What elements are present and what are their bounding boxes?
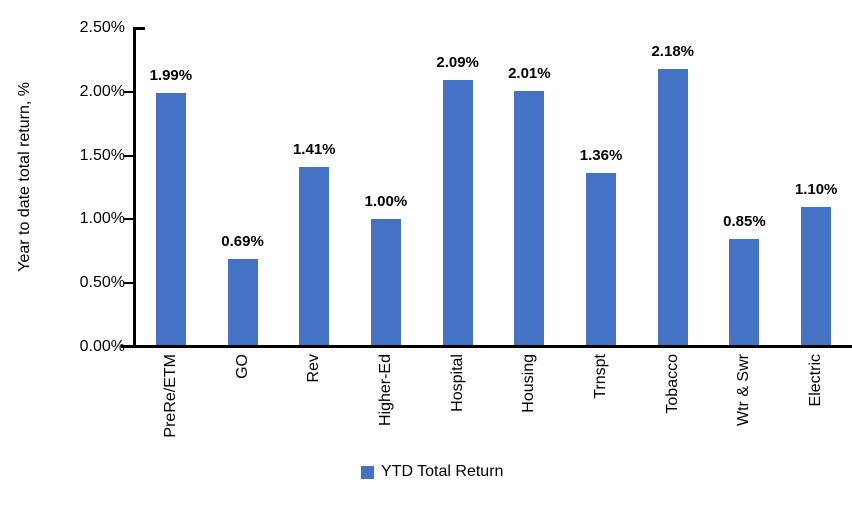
x-category-label-text: Tobacco [663, 354, 681, 414]
y-tick-label: 0.50% [79, 274, 125, 292]
bar [299, 167, 330, 347]
bar [729, 238, 760, 347]
x-category-label: Hospital [423, 354, 493, 479]
y-tick-label: 1.00% [79, 210, 125, 228]
x-category-label: Trnspt [566, 354, 636, 479]
bar [370, 219, 401, 347]
bar-value-label: 2.18% [651, 42, 695, 60]
x-category-label-text: Hospital [448, 354, 466, 412]
x-category-label-text: Rev [305, 354, 323, 383]
y-tick-label: 0.00% [79, 338, 125, 355]
y-tick-mark [124, 154, 133, 157]
x-category-label: Housing [494, 354, 564, 479]
y-tick-mark [124, 90, 133, 93]
y-axis-title: Year to date total return, % [12, 53, 38, 300]
bar-value-label: 0.69% [221, 232, 264, 250]
bar [586, 173, 617, 347]
y-tick-mark [124, 218, 133, 221]
x-category-label-text: GO [233, 354, 251, 379]
y-tick-label: 2.00% [79, 82, 125, 100]
y-axis-title-text: Year to date total return, % [16, 81, 33, 272]
bar-value-label: 0.85% [723, 212, 766, 230]
bar [514, 90, 545, 347]
x-category-label: Higher-Ed [351, 354, 421, 479]
legend-label: YTD Total Return [381, 463, 504, 480]
x-category-label: Electric [781, 354, 851, 479]
legend: YTD Total Return [361, 463, 503, 481]
bar-value-label: 2.09% [436, 54, 479, 72]
x-category-label: Wtr & Swr [709, 354, 779, 479]
y-tick-label: 2.50% [79, 19, 125, 36]
x-category-label: Rev [279, 354, 349, 479]
y-tick-label: 1.50% [79, 146, 125, 164]
x-category-label-text: Housing [520, 354, 538, 413]
bar [442, 80, 473, 347]
bar-value-label: 1.41% [292, 141, 336, 159]
x-category-label-text: Wtr & Swr [735, 354, 753, 426]
bar [657, 68, 688, 347]
bar [227, 258, 258, 347]
y-tick-mark [124, 282, 133, 285]
bar [801, 206, 832, 347]
x-category-label: GO [208, 354, 278, 479]
x-category-label-text: Electric [807, 354, 825, 407]
x-category-label: PreRe/ETM [136, 354, 206, 479]
bar-value-label: 1.36% [579, 147, 623, 165]
bar-value-label: 2.01% [508, 64, 551, 82]
y-axis-line [133, 27, 136, 347]
legend-marker-icon [361, 465, 374, 479]
bar-value-label: 1.00% [364, 193, 408, 211]
x-category-label-text: PreRe/ETM [161, 354, 179, 438]
bar-value-label: 1.99% [149, 67, 193, 85]
x-axis-line [121, 345, 852, 348]
x-category-label: Tobacco [638, 354, 708, 479]
bar [155, 93, 186, 347]
x-category-label-text: Higher-Ed [376, 354, 394, 427]
y-axis-top-tick [133, 27, 145, 30]
x-category-label-text: Trnspt [592, 354, 610, 399]
bar-value-label: 1.10% [794, 180, 838, 198]
